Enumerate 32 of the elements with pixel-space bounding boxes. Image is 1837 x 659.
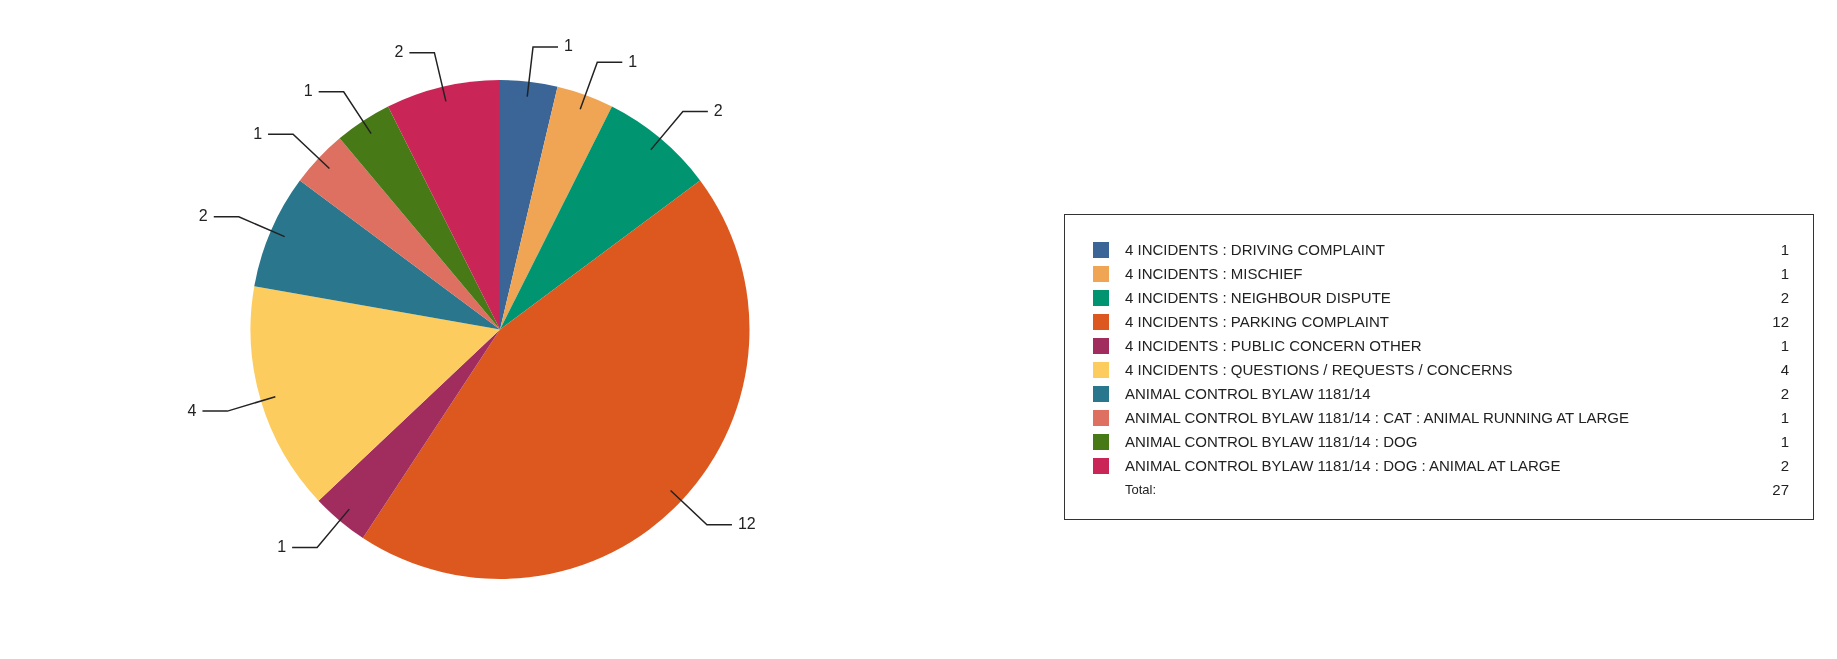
text: 4 bbox=[1780, 360, 1789, 378]
text: 2 bbox=[1780, 384, 1789, 402]
legend-label: ANIMAL CONTROL BYLAW 1181/14 : DOG bbox=[1124, 431, 1419, 452]
text: 1 bbox=[1780, 264, 1789, 282]
text: 27 bbox=[1772, 480, 1789, 498]
legend-label: 4 INCIDENTS : QUESTIONS / REQUESTS / CONCERNS bbox=[1124, 359, 1514, 380]
data-label: 2 bbox=[713, 101, 723, 119]
data-label: 1 bbox=[303, 82, 313, 100]
legend-label: 4 INCIDENTS : PUBLIC CONCERN OTHER bbox=[1124, 335, 1423, 356]
data-label: 2 bbox=[394, 43, 404, 61]
data-label: 4 bbox=[187, 401, 197, 419]
data-label: 2 bbox=[198, 207, 208, 225]
text: Total: bbox=[1124, 480, 1158, 499]
text: 1 bbox=[1780, 336, 1789, 354]
legend-label: ANIMAL CONTROL BYLAW 1181/14 : CAT : ANIMAL RUNNING AT LARGE bbox=[1124, 407, 1631, 428]
data-label: 12 bbox=[737, 515, 756, 533]
text: 1 bbox=[1780, 432, 1789, 450]
text: 2 bbox=[1780, 456, 1789, 474]
data-label: 1 bbox=[253, 124, 263, 142]
data-label: 1 bbox=[564, 37, 574, 55]
legend-label: 4 INCIDENTS : PARKING COMPLAINT bbox=[1124, 311, 1390, 332]
legend-label: 4 INCIDENTS : MISCHIEF bbox=[1124, 263, 1304, 284]
text: 2 bbox=[1780, 288, 1789, 306]
legend-label: 4 INCIDENTS : NEIGHBOUR DISPUTE bbox=[1124, 287, 1392, 308]
text: 1 bbox=[1780, 408, 1789, 426]
text: 1 bbox=[1780, 240, 1789, 258]
data-label: 1 bbox=[628, 52, 638, 70]
legend-label: 4 INCIDENTS : DRIVING COMPLAINT bbox=[1124, 239, 1387, 260]
data-label: 1 bbox=[277, 537, 287, 555]
legend-label: ANIMAL CONTROL BYLAW 1181/14 : DOG : ANIMAL AT LARGE bbox=[1124, 455, 1562, 476]
text: 12 bbox=[1772, 312, 1789, 330]
legend-label: ANIMAL CONTROL BYLAW 1181/14 bbox=[1124, 383, 1372, 404]
